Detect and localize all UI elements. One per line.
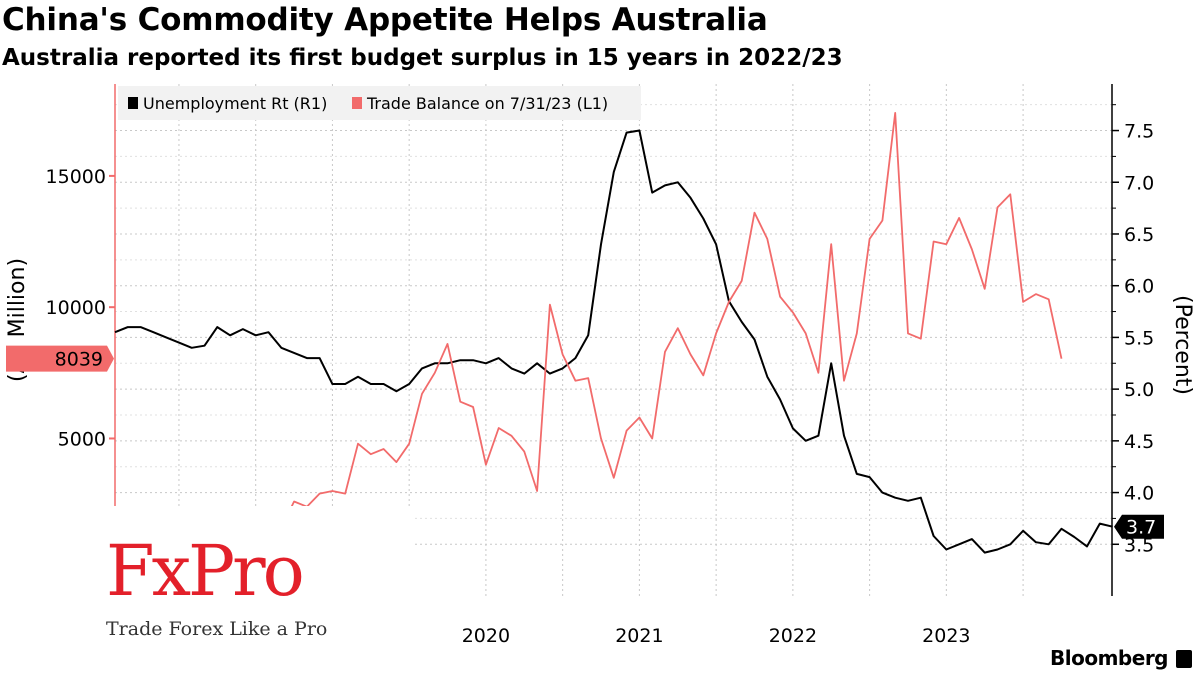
- legend-swatch-unemployment: [128, 97, 138, 109]
- trade-balance-line: [114, 112, 1063, 566]
- unemployment-last-value-badge: [1114, 514, 1164, 539]
- right-tick-label: 6.5: [1124, 224, 1154, 246]
- series-lines: [114, 112, 1113, 566]
- legend-label-unemployment: Unemployment Rt (R1): [143, 94, 327, 113]
- unemployment-rate-line: [114, 129, 1113, 554]
- x-tick-label: 2023: [922, 625, 970, 647]
- right-tick-label: 7.5: [1124, 121, 1154, 143]
- right-tick-label: 5.0: [1124, 379, 1154, 401]
- left-tick-label: 5000: [58, 428, 106, 450]
- unemployment-last-value-label: 3.7: [1126, 517, 1156, 539]
- gridlines: [115, 84, 1112, 596]
- legend-background: [118, 86, 641, 120]
- left-tick-label: 15000: [46, 166, 106, 188]
- trade-balance-last-value-label: 8039: [55, 349, 103, 371]
- legend-label-trade-balance: Trade Balance on 7/31/23 (L1): [366, 94, 608, 113]
- fxpro-tagline: Trade Forex Like a Pro: [106, 618, 328, 640]
- right-tick-label: 7.0: [1124, 172, 1154, 194]
- legend: Unemployment Rt (R1) Trade Balance on 7/…: [118, 86, 641, 120]
- bloomberg-source: Bloomberg: [1050, 646, 1168, 670]
- x-tick-label: 2020: [462, 625, 510, 647]
- chart-subtitle: Australia reported its first budget surp…: [2, 45, 843, 71]
- left-tick-label: 10000: [46, 297, 106, 319]
- last-value-badges: 3.7 8039: [6, 345, 1164, 539]
- right-tick-label: 5.5: [1124, 327, 1154, 349]
- right-axis-title: (Percent): [1170, 295, 1195, 395]
- right-tick-label: 4.5: [1124, 431, 1154, 453]
- legend-swatch-trade-balance: [352, 97, 362, 109]
- right-tick-label: 6.0: [1124, 276, 1154, 298]
- bloomberg-terminal-icon: [1176, 650, 1192, 668]
- chart-title: China's Commodity Appetite Helps Austral…: [2, 2, 768, 38]
- x-tick-label: 2021: [615, 625, 663, 647]
- trade-balance-last-value-badge: [6, 345, 114, 372]
- x-tick-label: 2022: [769, 625, 817, 647]
- right-tick-label: 4.0: [1124, 483, 1154, 505]
- fxpro-logo: FxPro Trade Forex Like a Pro: [88, 506, 414, 652]
- right-tick-label: 3.5: [1124, 534, 1154, 556]
- fxpro-logo-word: FxPro: [106, 530, 305, 612]
